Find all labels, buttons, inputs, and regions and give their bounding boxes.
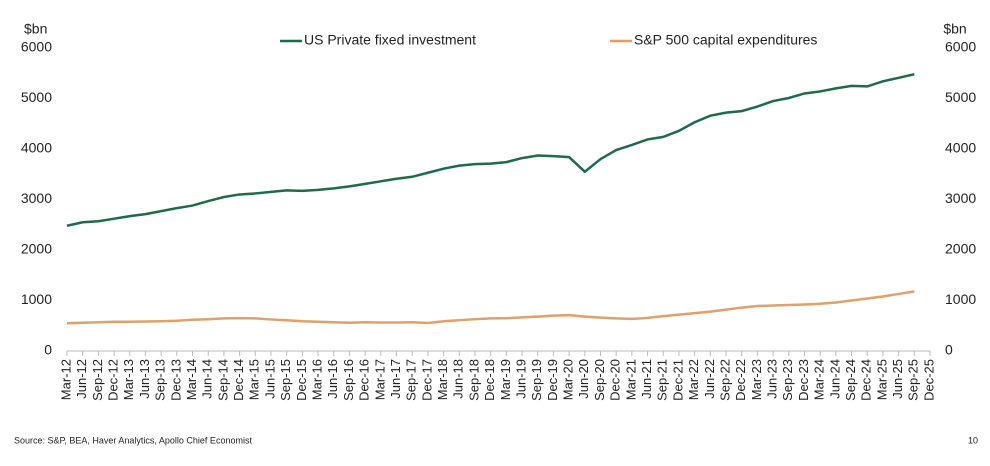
x-tick-label: Jun-21 (639, 359, 654, 399)
x-tick-label: Sep-14 (215, 359, 230, 401)
y2-tick-label: 6000 (945, 39, 976, 55)
y-axis-unit: $bn (24, 21, 47, 37)
x-tick-label: Sep-24 (843, 359, 858, 401)
x-tick-label: Mar-16 (309, 359, 324, 400)
x-tick-label: Jun-19 (513, 359, 528, 399)
x-tick-label: Sep-22 (717, 359, 732, 401)
x-tick-label: Jun-18 (451, 359, 466, 399)
x-tick-label: Mar-24 (812, 359, 827, 400)
x-tick-label: Sep-19 (529, 359, 544, 401)
y-tick-label: 2000 (21, 241, 52, 257)
y2-tick-label: 5000 (945, 89, 976, 105)
x-tick-label: Dec-22 (733, 359, 748, 401)
y2-tick-label: 4000 (945, 140, 976, 156)
x-tick-label: Dec-15 (294, 359, 309, 401)
y2-tick-label: 3000 (945, 190, 976, 206)
x-tick-label: Jun-13 (137, 359, 152, 399)
x-tick-label: Dec-21 (670, 359, 685, 401)
x-tick-label: Jun-14 (200, 359, 215, 399)
x-tick-label: Dec-19 (545, 359, 560, 401)
y2-tick-label: 1000 (945, 291, 976, 307)
x-tick-label: Mar-21 (623, 359, 638, 400)
x-tick-label: Jun-17 (388, 359, 403, 399)
source-note: Source: S&P, BEA, Haver Analytics, Apoll… (14, 435, 252, 445)
x-tick-label: Jun-12 (74, 359, 89, 399)
x-tick-label: Sep-23 (780, 359, 795, 401)
x-tick-label: Jun-23 (765, 359, 780, 399)
y2-tick-label: 2000 (945, 241, 976, 257)
x-tick-label: Mar-18 (435, 359, 450, 400)
x-tick-label: Sep-15 (278, 359, 293, 401)
x-tick-label: Mar-25 (874, 359, 889, 400)
x-tick-label: Sep-20 (592, 359, 607, 401)
x-tick-label: Sep-16 (341, 359, 356, 401)
x-tick-label: Dec-17 (419, 359, 434, 401)
x-tick-label: Dec-25 (921, 359, 936, 401)
y-tick-label: 5000 (21, 89, 52, 105)
legend-label: S&P 500 capital expenditures (634, 32, 817, 48)
page-number: 10 (968, 435, 978, 445)
y2-axis-unit: $bn (943, 21, 966, 37)
y-tick-label: 4000 (21, 140, 52, 156)
x-tick-label: Sep-13 (153, 359, 168, 401)
x-tick-label: Jun-15 (262, 359, 277, 399)
x-tick-label: Jun-16 (325, 359, 340, 399)
x-tick-label: Mar-14 (184, 359, 199, 400)
x-tick-label: Mar-22 (686, 359, 701, 400)
x-tick-label: Mar-23 (749, 359, 764, 400)
x-tick-label: Dec-23 (796, 359, 811, 401)
legend-label: US Private fixed investment (304, 32, 476, 48)
x-tick-label: Jun-20 (576, 359, 591, 399)
x-tick-label: Dec-20 (608, 359, 623, 401)
x-tick-label: Mar-15 (247, 359, 262, 400)
series-line (66, 73, 915, 227)
x-tick-label: Sep-18 (466, 359, 481, 401)
y2-tick-label: 0 (945, 342, 953, 358)
y-tick-label: 1000 (21, 291, 52, 307)
y-tick-label: 6000 (21, 39, 52, 55)
x-tick-label: Jun-22 (702, 359, 717, 399)
x-tick-label: Dec-18 (482, 359, 497, 401)
x-tick-label: Mar-13 (121, 359, 136, 400)
x-tick-label: Mar-17 (372, 359, 387, 400)
x-tick-label: Sep-21 (655, 359, 670, 401)
series-line (66, 290, 915, 325)
x-tick-label: Jun-24 (827, 359, 842, 399)
x-tick-label: Mar-20 (561, 359, 576, 400)
x-tick-label: Dec-16 (357, 359, 372, 401)
x-tick-label: Mar-12 (58, 359, 73, 400)
y-tick-label: 0 (44, 342, 52, 358)
x-tick-label: Dec-12 (106, 359, 121, 401)
x-tick-label: Mar-19 (498, 359, 513, 400)
x-tick-label: Sep-12 (90, 359, 105, 401)
x-tick-label: Dec-13 (168, 359, 183, 401)
x-tick-label: Dec-24 (859, 359, 874, 401)
y-tick-label: 3000 (21, 190, 52, 206)
x-tick-label: Dec-14 (231, 359, 246, 401)
x-tick-label: Jun-25 (890, 359, 905, 399)
x-tick-label: Sep-17 (404, 359, 419, 401)
x-tick-label: Sep-25 (906, 359, 921, 401)
